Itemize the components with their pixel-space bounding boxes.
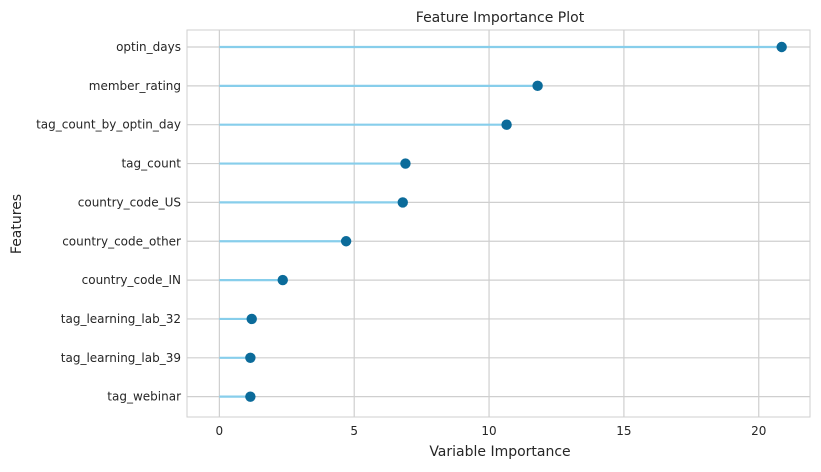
feature-label-tag-learning-lab-32: tag_learning_lab_32 (61, 312, 181, 326)
x-tick-label: 10 (481, 424, 496, 438)
point-country-code-IN (277, 274, 288, 286)
point-country-code-US (397, 197, 408, 208)
feature-label-optin-days: optin_days (116, 40, 181, 54)
x-axis-ticks: 0 5 10 15 20 (216, 424, 767, 438)
point-member-rating (532, 80, 543, 92)
feature-label-tag-learning-lab-39: tag_learning_lab_39 (61, 351, 181, 365)
feature-label-country-code-IN: country_code_IN (82, 273, 181, 287)
x-tick-label: 20 (751, 424, 766, 438)
feature-label-country-code-other: country_code_other (62, 234, 181, 248)
point-tag-count (400, 158, 411, 169)
feature-label-tag-count: tag_count (121, 157, 181, 171)
point-tag-learning-lab-32 (246, 313, 257, 325)
y-axis-ticks: optin_days member_rating tag_count_by_opti… (36, 40, 181, 404)
point-country-code-other (340, 236, 352, 247)
x-tick-label: 15 (616, 424, 631, 438)
plot-frame (186, 29, 811, 418)
point-tag-count-by-optin-day (501, 119, 512, 130)
x-axis-label: Variable Importance (429, 444, 570, 460)
feature-label-tag-count-by-optin-day: tag_count_by_optin_day (36, 118, 181, 132)
feature-label-country-code-US: country_code_US (78, 195, 181, 209)
chart-title: Feature Importance Plot (416, 10, 585, 26)
point-tag-learning-lab-39 (245, 352, 256, 363)
feature-label-member-rating: member_rating (89, 79, 181, 93)
point-tag-webinar (245, 391, 256, 402)
feature-label-tag-webinar: tag_webinar (107, 390, 181, 404)
x-tick-label: 0 (216, 424, 224, 438)
y-axis-label: Features (9, 194, 25, 254)
x-tick-label: 5 (350, 424, 358, 438)
point-optin-days (776, 41, 787, 53)
grid-lines (187, 30, 810, 417)
lollipop-series (219, 41, 787, 402)
